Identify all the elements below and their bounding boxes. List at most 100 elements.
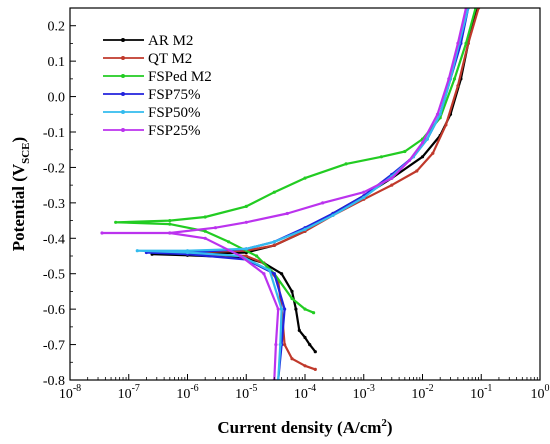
series-line-2 (163, 8, 480, 371)
series-line-5 (136, 8, 470, 380)
x-tick-exponent: -5 (249, 383, 257, 394)
data-point (420, 155, 425, 159)
x-tick-base: 10 (176, 387, 190, 402)
legend-label: FSP75% (148, 87, 201, 103)
x-tick-label: 10-8 (59, 383, 81, 402)
y-tick-label: -0.6 (43, 303, 65, 318)
data-point (313, 350, 317, 354)
series-layer (100, 8, 481, 380)
data-point (425, 137, 429, 141)
data-point (303, 335, 307, 340)
data-point (435, 112, 440, 116)
data-point (415, 169, 419, 173)
x-tick-base: 10 (118, 387, 132, 402)
x-tick-base: 10 (235, 387, 249, 402)
data-point (239, 254, 243, 258)
legend: AR M2 QT M2 FSPed M2 FSP75% FSP50% FSP25% (103, 33, 212, 139)
y-tick-label: 0.1 (48, 55, 66, 70)
data-point (390, 183, 394, 187)
data-point (290, 357, 294, 361)
data-point (438, 112, 442, 116)
data-point (321, 201, 325, 205)
data-point (303, 227, 307, 231)
data-point (280, 272, 284, 276)
data-point (303, 364, 307, 368)
x-tick-label: 10-2 (411, 383, 433, 402)
data-point (390, 176, 394, 180)
data-point (313, 367, 317, 371)
x-axis-title-sup: 2 (381, 417, 387, 429)
y-tick-label: -0.2 (43, 161, 65, 176)
data-point (280, 307, 284, 311)
legend-marker (121, 56, 125, 60)
data-point (308, 343, 312, 347)
series-line-3 (114, 8, 477, 314)
data-point (285, 211, 289, 216)
data-point (203, 236, 207, 240)
data-point (213, 226, 218, 230)
ticks-layer: 10-8 10-7 10-6 10-5 10-4 10-3 10-2 10-1 1000.20.… (43, 20, 550, 402)
data-point (447, 77, 451, 81)
y-tick-label: 0.0 (48, 91, 66, 106)
data-point (274, 343, 278, 347)
axes-layer (69, 7, 541, 381)
data-point (168, 219, 172, 223)
data-point (272, 272, 276, 276)
data-point (283, 343, 287, 347)
y-axis-title-main: Potential (V (9, 163, 28, 251)
y-axis-title-sub: SCE (20, 142, 32, 163)
x-tick-exponent: 0 (545, 383, 550, 394)
data-point (168, 231, 172, 235)
x-tick-label: 10-6 (176, 383, 198, 402)
legend-marker (121, 128, 125, 132)
x-tick-base: 10 (531, 387, 545, 402)
data-point (114, 220, 118, 224)
data-point (344, 162, 348, 166)
legend-marker (121, 74, 125, 78)
data-point (272, 190, 276, 194)
data-point (466, 41, 470, 46)
series-line-1 (151, 8, 479, 353)
x-axis-title-main: Current density (A/cm (217, 418, 381, 437)
data-point (303, 176, 307, 180)
series-group (100, 8, 481, 380)
data-point (312, 311, 316, 315)
y-tick-label: -0.5 (43, 268, 65, 283)
x-tick-base: 10 (470, 387, 484, 402)
data-point (185, 249, 190, 253)
legend-label: AR M2 (148, 33, 193, 49)
x-tick-exponent: -3 (367, 383, 375, 394)
x-axis-title-end: ) (387, 418, 393, 437)
plot-frame (69, 7, 541, 381)
legend-marker (121, 92, 125, 96)
x-tick-exponent: -2 (425, 383, 433, 394)
x-tick-label: 10-7 (118, 383, 140, 402)
data-point (272, 240, 276, 244)
data-point (456, 84, 460, 88)
legend-label: QT M2 (148, 51, 192, 67)
data-point (444, 123, 448, 127)
data-point (420, 141, 425, 145)
data-point (331, 213, 335, 217)
x-tick-exponent: -8 (73, 383, 81, 394)
x-tick-label: 10-4 (294, 383, 316, 402)
data-point (403, 149, 407, 154)
x-tick-base: 10 (411, 387, 425, 402)
data-point (227, 240, 231, 244)
series-line-4 (145, 8, 470, 380)
data-point (464, 41, 468, 46)
data-point (456, 41, 460, 46)
y-tick-label: -0.3 (43, 197, 65, 212)
legend-label: FSP50% (148, 105, 201, 121)
data-point (379, 155, 383, 159)
x-tick-base: 10 (353, 387, 367, 402)
y-tick-label: -0.8 (43, 374, 65, 389)
x-tick-label: 100 (531, 383, 550, 402)
data-point (283, 307, 287, 311)
data-point (203, 215, 207, 219)
data-point (278, 343, 282, 347)
data-point (294, 307, 298, 311)
data-point (452, 77, 457, 81)
y-tick-label: -0.4 (43, 232, 65, 247)
x-tick-base: 10 (59, 387, 73, 402)
